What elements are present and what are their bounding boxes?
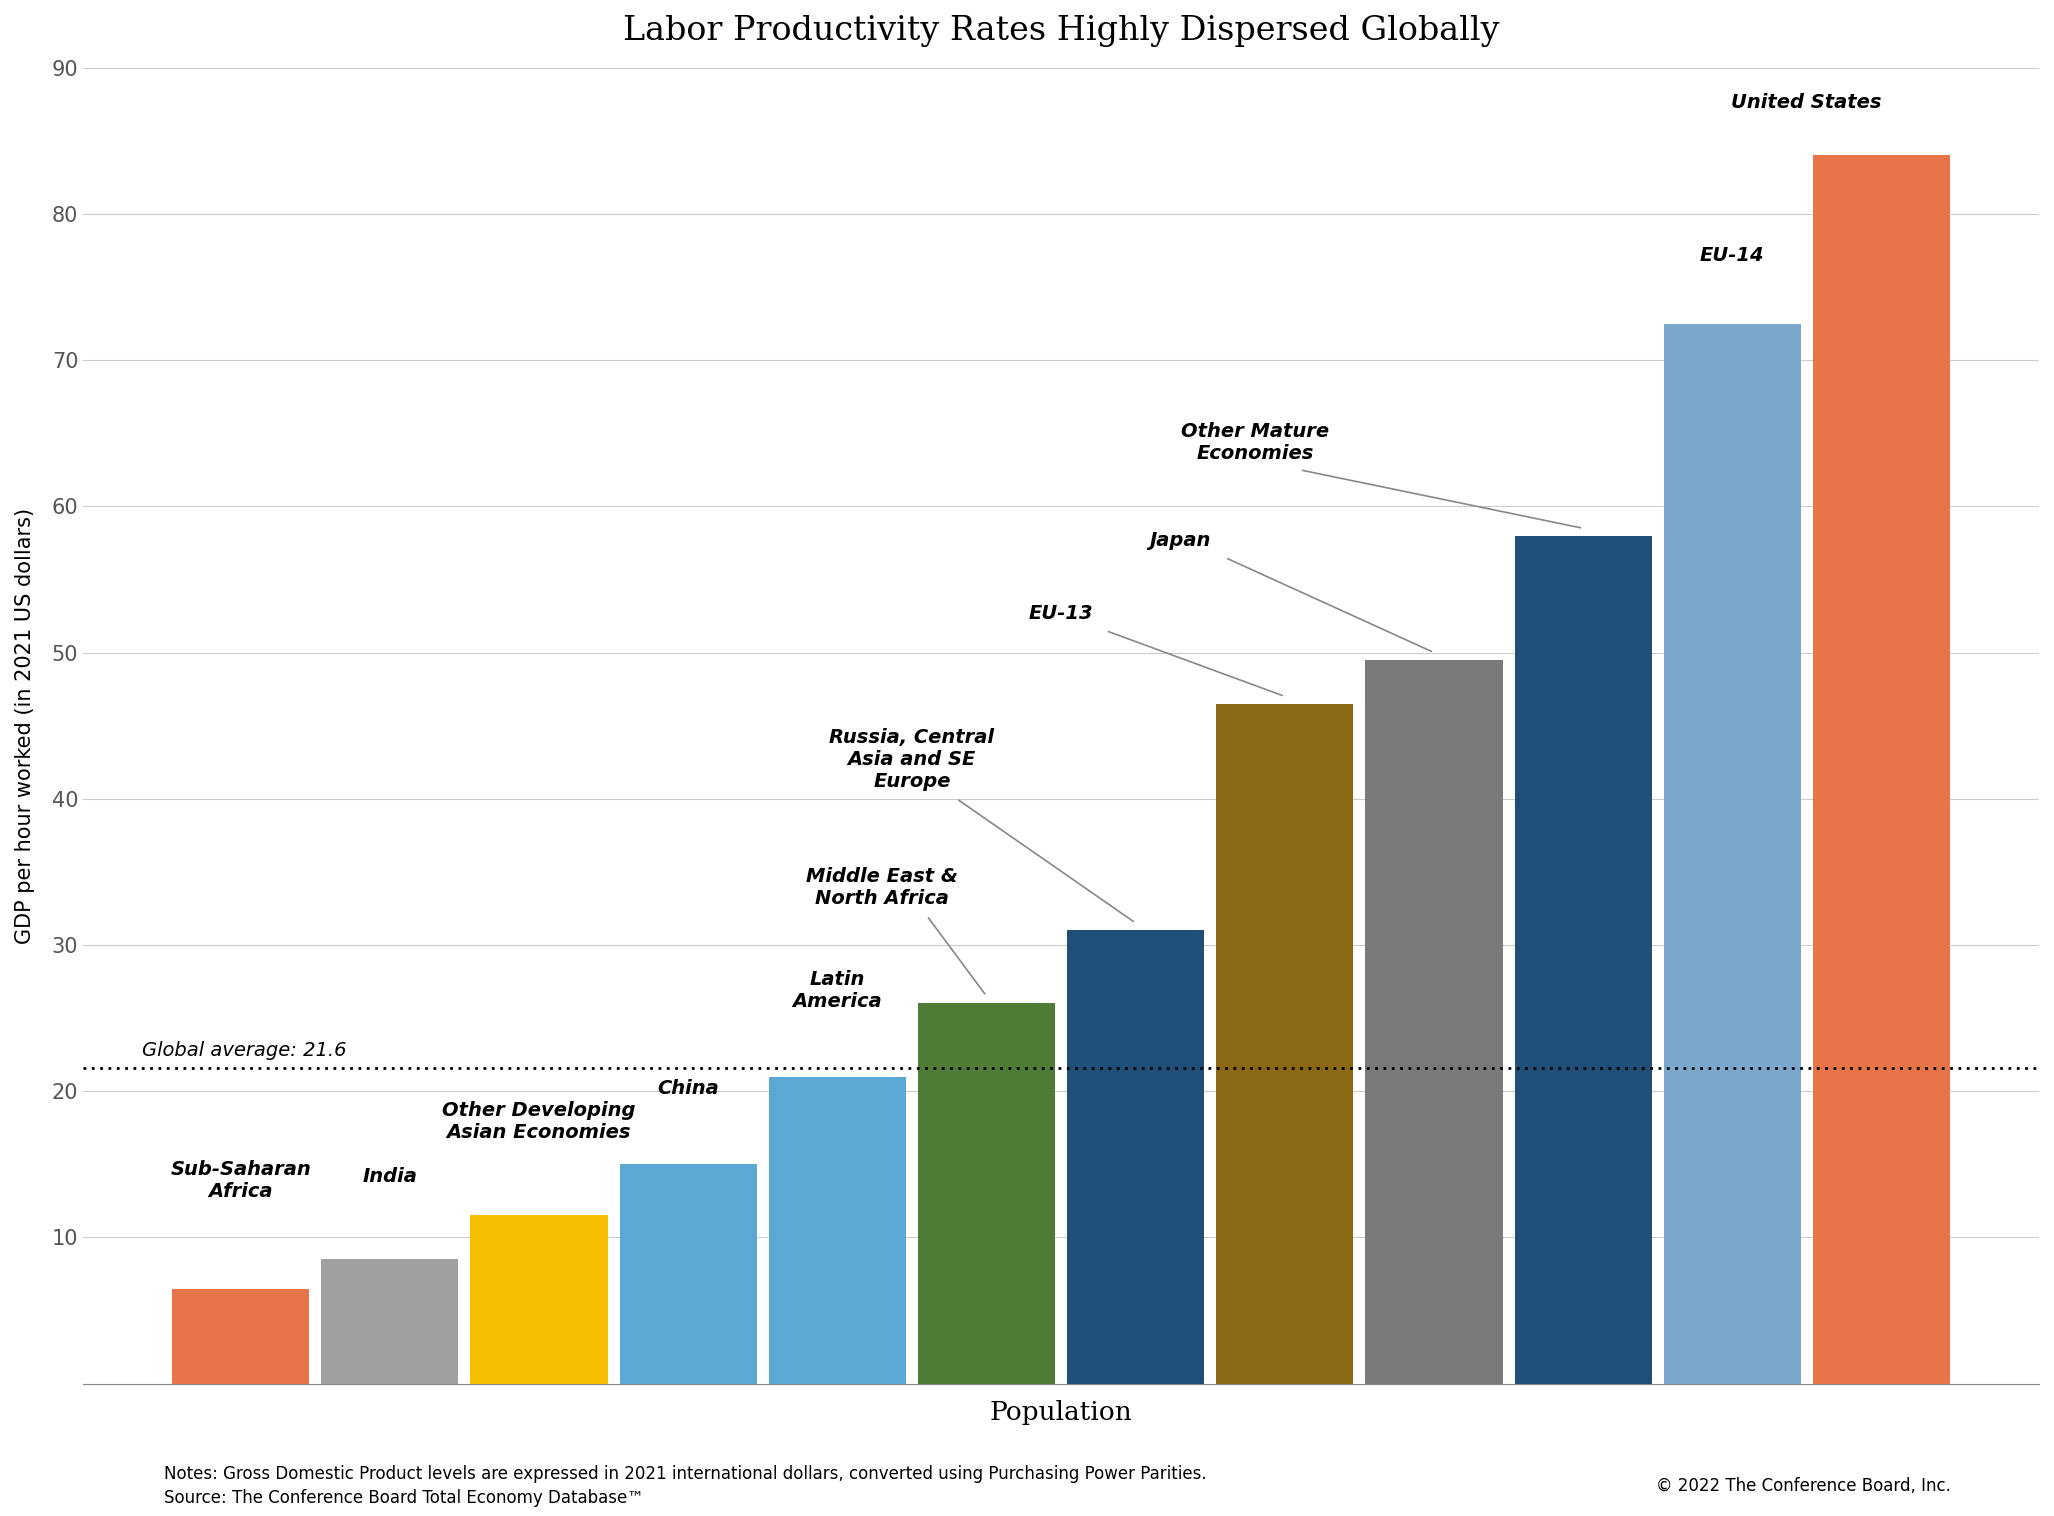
Bar bbox=[470, 1216, 608, 1384]
Text: © 2022 The Conference Board, Inc.: © 2022 The Conference Board, Inc. bbox=[1656, 1477, 1951, 1495]
Bar bbox=[1366, 659, 1504, 1384]
Text: China: China bbox=[657, 1079, 719, 1099]
Bar bbox=[620, 1164, 756, 1384]
Text: Source: The Conference Board Total Economy Database™: Source: The Conference Board Total Econo… bbox=[164, 1489, 645, 1507]
Bar bbox=[173, 1289, 310, 1384]
Bar bbox=[1216, 703, 1354, 1384]
Bar bbox=[918, 1004, 1056, 1384]
Title: Labor Productivity Rates Highly Dispersed Globally: Labor Productivity Rates Highly Disperse… bbox=[622, 15, 1499, 47]
Text: India: India bbox=[362, 1167, 417, 1186]
Text: Notes: Gross Domestic Product levels are expressed in 2021 international dollars: Notes: Gross Domestic Product levels are… bbox=[164, 1464, 1208, 1483]
Bar bbox=[1664, 323, 1801, 1384]
Text: Middle East &
North Africa: Middle East & North Africa bbox=[805, 867, 957, 908]
Text: Other Developing
Asian Economies: Other Developing Asian Economies bbox=[442, 1101, 637, 1143]
Bar bbox=[1514, 535, 1651, 1384]
Text: United States: United States bbox=[1732, 92, 1881, 112]
Bar bbox=[768, 1076, 906, 1384]
Y-axis label: GDP per hour worked (in 2021 US dollars): GDP per hour worked (in 2021 US dollars) bbox=[14, 508, 35, 944]
X-axis label: Population: Population bbox=[990, 1401, 1132, 1425]
Text: EU-13: EU-13 bbox=[1029, 605, 1093, 623]
Text: EU-14: EU-14 bbox=[1701, 246, 1764, 265]
Text: Other Mature
Economies: Other Mature Economies bbox=[1181, 421, 1329, 462]
Bar bbox=[1066, 931, 1204, 1384]
Text: Japan: Japan bbox=[1150, 531, 1212, 550]
Text: Latin
America: Latin America bbox=[793, 970, 881, 1011]
Bar bbox=[1814, 156, 1949, 1384]
Text: Global average: 21.6: Global average: 21.6 bbox=[142, 1041, 347, 1061]
Text: Russia, Central
Asia and SE
Europe: Russia, Central Asia and SE Europe bbox=[830, 729, 994, 791]
Bar bbox=[320, 1260, 458, 1384]
Text: Sub-Saharan
Africa: Sub-Saharan Africa bbox=[170, 1160, 310, 1201]
